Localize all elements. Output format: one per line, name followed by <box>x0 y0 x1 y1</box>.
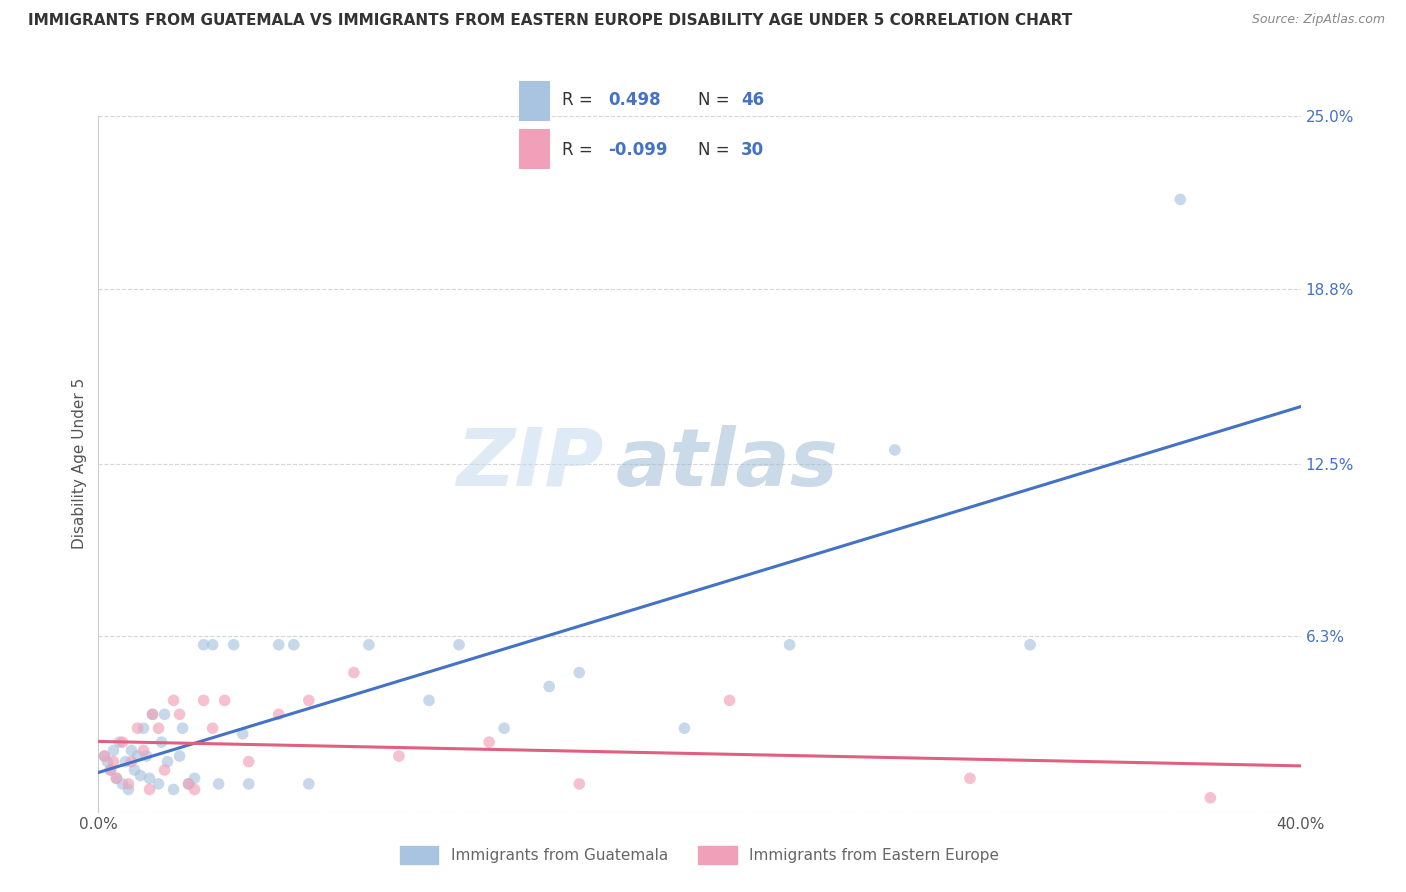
Point <box>103 743 125 757</box>
Point <box>267 638 290 652</box>
Point <box>108 735 131 749</box>
Point <box>93 749 115 764</box>
Legend: Immigrants from Guatemala, Immigrants from Eastern Europe: Immigrants from Guatemala, Immigrants fr… <box>394 840 1005 871</box>
Point <box>673 721 696 735</box>
Point <box>183 782 205 797</box>
Point <box>169 749 191 764</box>
Text: -0.099: -0.099 <box>609 141 668 159</box>
Point <box>298 693 321 707</box>
Point <box>138 772 160 786</box>
Point <box>232 727 254 741</box>
Point <box>153 763 176 777</box>
Point <box>177 777 200 791</box>
Point <box>779 638 801 652</box>
Point <box>162 782 184 797</box>
Text: 0.498: 0.498 <box>609 92 661 110</box>
Point <box>121 755 143 769</box>
Point <box>169 707 191 722</box>
Point <box>148 721 170 735</box>
Point <box>1199 790 1222 805</box>
Y-axis label: Disability Age Under 5: Disability Age Under 5 <box>72 378 87 549</box>
Point <box>150 735 173 749</box>
Text: 46: 46 <box>741 92 765 110</box>
Text: ZIP: ZIP <box>456 425 603 503</box>
Point <box>127 721 149 735</box>
Point <box>568 777 591 791</box>
Point <box>172 721 194 735</box>
Bar <box>519 81 550 120</box>
Point <box>100 763 122 777</box>
Point <box>267 707 290 722</box>
Point <box>111 777 134 791</box>
Point <box>238 777 260 791</box>
Point <box>138 782 160 797</box>
Point <box>568 665 591 680</box>
Text: Source: ZipAtlas.com: Source: ZipAtlas.com <box>1251 13 1385 27</box>
Point <box>418 693 440 707</box>
Point <box>494 721 516 735</box>
Point <box>141 707 163 722</box>
Point <box>208 777 231 791</box>
Point <box>388 749 411 764</box>
Point <box>117 777 139 791</box>
Point <box>132 721 155 735</box>
Point <box>127 749 149 764</box>
Point <box>156 755 179 769</box>
Point <box>124 763 146 777</box>
Point <box>357 638 380 652</box>
Point <box>132 743 155 757</box>
Point <box>238 755 260 769</box>
Point <box>283 638 305 652</box>
Bar <box>519 129 550 168</box>
Point <box>193 638 215 652</box>
Text: N =: N = <box>697 92 730 110</box>
Point <box>114 755 136 769</box>
Text: IMMIGRANTS FROM GUATEMALA VS IMMIGRANTS FROM EASTERN EUROPE DISABILITY AGE UNDER: IMMIGRANTS FROM GUATEMALA VS IMMIGRANTS … <box>28 13 1073 29</box>
Text: N =: N = <box>697 141 730 159</box>
Point <box>183 772 205 786</box>
Point <box>93 749 115 764</box>
Point <box>214 693 236 707</box>
Point <box>538 680 561 694</box>
Point <box>478 735 501 749</box>
Point <box>153 707 176 722</box>
Point <box>1170 193 1192 207</box>
Point <box>96 755 118 769</box>
Point <box>129 768 152 782</box>
Point <box>117 782 139 797</box>
Point <box>121 743 143 757</box>
Point <box>141 707 163 722</box>
Point <box>105 772 128 786</box>
Text: 30: 30 <box>741 141 765 159</box>
Point <box>201 638 224 652</box>
Point <box>100 763 122 777</box>
Point <box>193 693 215 707</box>
Point <box>103 755 125 769</box>
Point <box>222 638 245 652</box>
Point <box>343 665 366 680</box>
Text: R =: R = <box>562 92 592 110</box>
Text: atlas: atlas <box>616 425 838 503</box>
Point <box>959 772 981 786</box>
Point <box>201 721 224 735</box>
Text: R =: R = <box>562 141 592 159</box>
Point <box>1019 638 1042 652</box>
Point <box>162 693 184 707</box>
Point <box>148 777 170 791</box>
Point <box>718 693 741 707</box>
Point <box>447 638 470 652</box>
Point <box>298 777 321 791</box>
Point <box>105 772 128 786</box>
Point <box>111 735 134 749</box>
Point <box>883 442 905 457</box>
Point <box>177 777 200 791</box>
Point <box>135 749 157 764</box>
